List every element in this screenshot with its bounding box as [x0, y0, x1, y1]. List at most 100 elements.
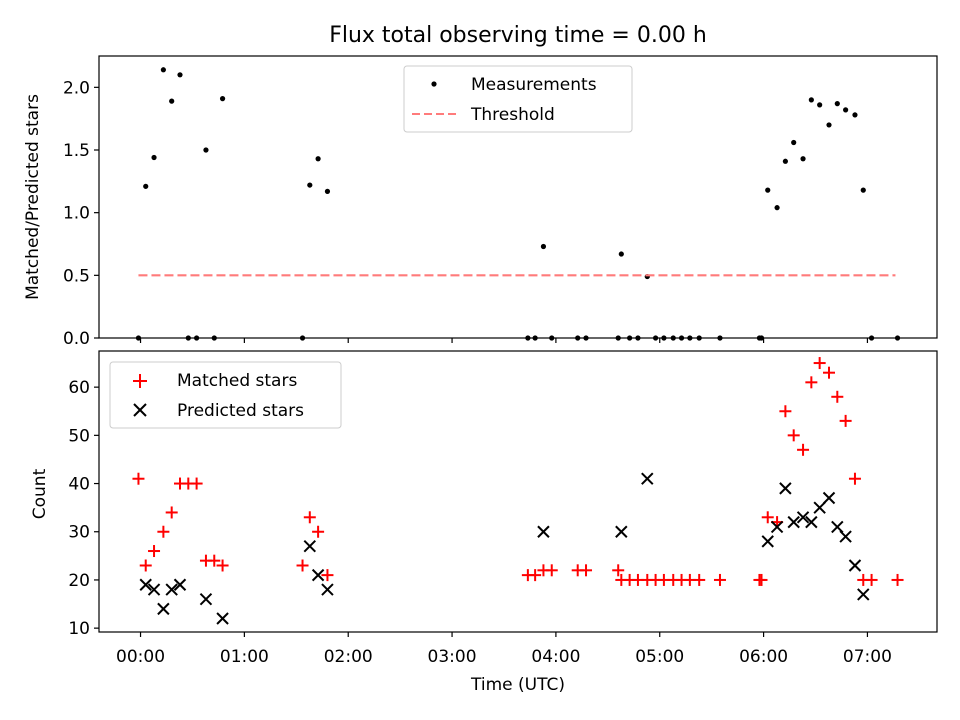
predicted-star-point: [761, 535, 774, 548]
x-tick-label: 02:00: [324, 647, 373, 667]
top-y-axis-label: Matched/Predicted stars: [23, 94, 43, 300]
matched-star-point: [797, 443, 810, 456]
matched-star-point: [529, 569, 542, 582]
predicted-star-point: [805, 515, 818, 529]
top-series-marks: [135, 67, 901, 341]
y-tick-label: 60: [68, 378, 90, 398]
matched-star-point: [787, 429, 800, 442]
top-plot-frame: [98, 55, 938, 339]
y-tick-label: 10: [68, 619, 90, 639]
y-tick-label: 1.0: [63, 204, 90, 224]
matched-star-point: [612, 564, 625, 577]
predicted-star-point: [139, 578, 152, 591]
predicted-star-point: [165, 583, 178, 596]
predicted-star-point: [796, 511, 810, 524]
measurement-point: [315, 156, 321, 162]
matched-star-point: [139, 559, 152, 572]
top-legend: Measurements Threshold: [403, 65, 633, 133]
bottom-legend-box: [109, 361, 342, 429]
bottom-panel: Count 10 20 30 40 50 60 00:00 01:00 02:00 03:00 0…: [30, 350, 938, 667]
y-tick-label: 20: [68, 571, 90, 591]
bottom-y-ticks: 10 20 30 40 50 60: [68, 378, 99, 639]
measurement-point: [219, 96, 226, 102]
measurement-point: [800, 156, 806, 162]
predicted-star-point: [857, 588, 870, 601]
x-tick-label: 00:00: [116, 647, 165, 667]
matched-star-point: [865, 573, 878, 586]
legend-label-predicted: Predicted stars: [177, 401, 304, 421]
predicted-star-point: [770, 520, 784, 534]
measurement-point: [540, 243, 547, 250]
predicted-star-point: [822, 491, 836, 505]
y-tick-label: 40: [68, 475, 90, 495]
matched-star-point: [190, 477, 203, 490]
measurement-point: [307, 182, 313, 188]
top-x-ticks: [139, 338, 869, 343]
measurement-point: [324, 188, 331, 194]
predicted-star-point: [216, 612, 229, 625]
matched-star-point: [545, 564, 558, 577]
predicted-star-point: [615, 525, 628, 538]
matched-star-point: [839, 414, 852, 427]
predicted-star-point: [787, 515, 800, 529]
measurement-point: [791, 139, 797, 146]
measurement-point: [151, 154, 157, 161]
matched-star-point: [303, 511, 316, 524]
matched-star-point: [779, 405, 792, 418]
x-tick-label: 06:00: [739, 647, 788, 667]
y-tick-label: 50: [68, 426, 90, 446]
legend-marker-matched: [133, 374, 147, 388]
x-tick-label: 07:00: [843, 647, 892, 667]
predicted-star-point: [321, 583, 334, 596]
matched-star-point: [216, 559, 229, 572]
matched-star-point: [132, 472, 145, 485]
predicted-star-point: [779, 482, 792, 495]
matched-star-point: [823, 366, 836, 379]
predicted-star-point: [848, 559, 862, 572]
legend-label-measurements: Measurements: [471, 75, 597, 95]
bottom-plot-frame: [98, 350, 938, 633]
legend-label-threshold: Threshold: [470, 105, 555, 125]
matched-star-point: [580, 564, 593, 577]
measurement-point: [143, 183, 149, 189]
matched-star-point: [713, 573, 726, 586]
predicted-star-point: [147, 583, 161, 596]
predicted-star-point: [839, 530, 852, 543]
matched-star-point: [813, 357, 826, 370]
predicted-star-point: [173, 578, 187, 591]
measurement-point: [843, 107, 849, 113]
predicted-star-point: [157, 602, 170, 616]
measurement-point: [169, 98, 175, 104]
bottom-legend: Matched stars Predicted stars: [109, 361, 342, 429]
measurement-point: [774, 205, 780, 211]
predicted-star-point: [199, 593, 213, 606]
matched-star-point: [321, 569, 334, 582]
measurement-point: [765, 187, 771, 193]
measurement-point: [177, 72, 183, 78]
measurement-point: [618, 251, 624, 257]
legend-label-matched: Matched stars: [177, 371, 297, 391]
measurement-point: [817, 102, 823, 108]
measurement-point: [782, 158, 788, 164]
matched-star-point: [165, 506, 178, 519]
matched-star-point: [312, 525, 325, 538]
top-legend-box: [403, 65, 633, 133]
predicted-star-point: [813, 501, 826, 514]
top-panel: Matched/Predicted stars 0.00.51.01.52.0 …: [23, 55, 938, 349]
x-tick-label: 03:00: [428, 647, 477, 667]
y-tick-label: 2.0: [63, 78, 90, 98]
x-tick-label: 01:00: [220, 647, 269, 667]
measurement-point: [852, 112, 858, 118]
y-tick-label: 1.5: [63, 141, 90, 161]
measurement-point: [826, 122, 832, 128]
measurement-point: [834, 101, 840, 107]
x-tick-label: 04:00: [531, 647, 580, 667]
bottom-y-axis-label: Count: [30, 468, 50, 519]
measurement-point: [808, 97, 814, 103]
y-tick-label: 30: [68, 523, 90, 543]
predicted-star-point: [303, 539, 317, 553]
legend-marker-measurements: [431, 81, 437, 87]
bottom-x-ticks: 00:00 01:00 02:00 03:00 04:00 05:00 06:00 07:00: [116, 632, 892, 667]
matched-star-point: [208, 554, 221, 567]
matched-star-point: [805, 376, 818, 389]
